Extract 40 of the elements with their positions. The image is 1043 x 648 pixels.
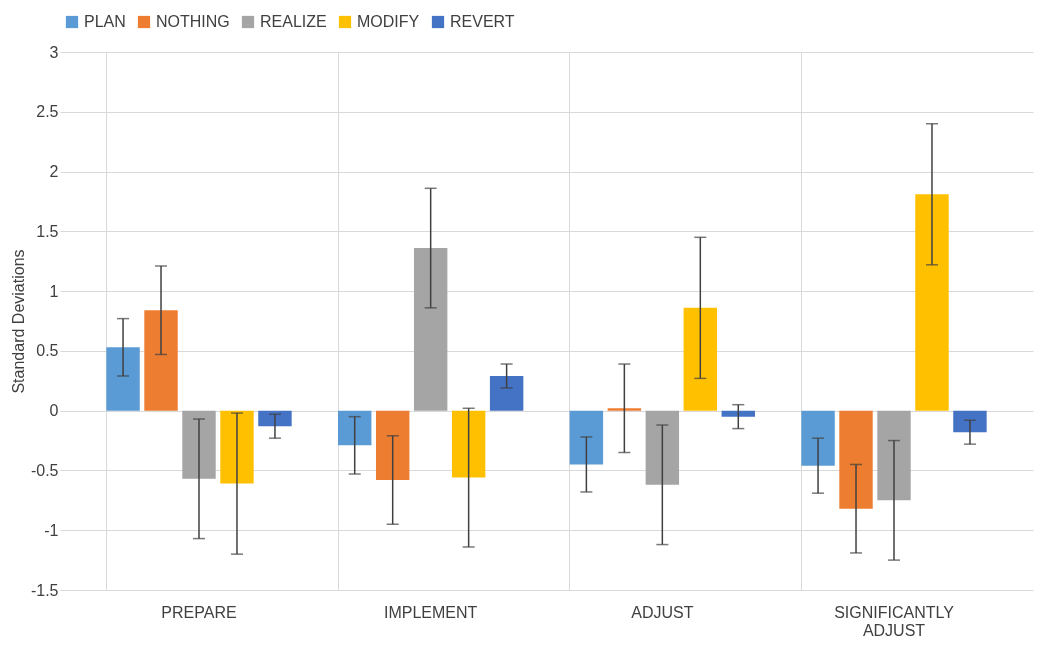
legend-label: NOTHING (156, 13, 230, 30)
bar (258, 410, 292, 427)
y-tick-label: -0.5 (30, 461, 59, 479)
y-tick-label: 0.5 (36, 342, 59, 360)
bar (721, 410, 755, 417)
bar (839, 410, 873, 509)
bar (182, 410, 216, 479)
x-tick-label: IMPLEMENT (383, 603, 478, 621)
y-tick-label: -1.5 (30, 581, 59, 599)
bar (375, 410, 410, 481)
legend-label: REVERT (450, 13, 515, 30)
legend-label: REALIZE (260, 13, 327, 30)
legend-label: PLAN (84, 13, 126, 30)
bar (683, 307, 718, 411)
bar (801, 410, 835, 466)
bar (915, 194, 949, 411)
bar (338, 410, 372, 446)
y-tick-label: 1.5 (36, 222, 59, 240)
y-tick-label: 3 (49, 43, 59, 61)
x-tick-label: PREPARE (161, 603, 237, 621)
y-tick-label: 0 (49, 402, 59, 420)
legend-label: MODIFY (357, 13, 420, 30)
bar (106, 347, 140, 411)
x-tick-label: ADJUST (631, 603, 694, 621)
y-tick-label: -1 (44, 521, 59, 539)
bar (451, 410, 486, 478)
bar (607, 408, 642, 411)
bar (953, 410, 987, 433)
bar (144, 310, 178, 411)
bar (220, 410, 254, 484)
bar (413, 248, 448, 411)
y-tick-label: 2 (49, 163, 59, 181)
x-tick-label: SIGNIFICANTLY ADJUST (834, 603, 955, 639)
y-tick-label: 2.5 (36, 103, 59, 121)
bar (569, 410, 604, 465)
bar (489, 376, 524, 411)
bar (877, 410, 911, 501)
bar (645, 410, 680, 485)
y-tick-label: 1 (49, 282, 59, 300)
y-axis-title: Standard Deviations (9, 249, 27, 394)
